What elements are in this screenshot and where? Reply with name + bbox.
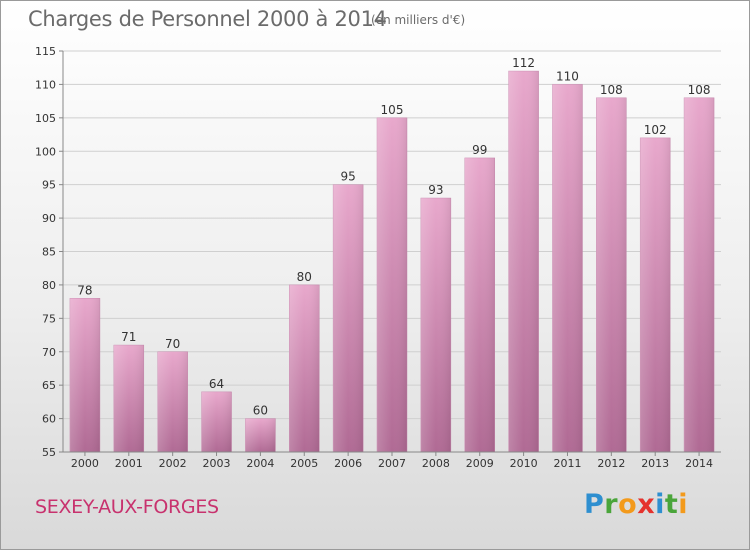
x-tick-label: 2012 (597, 457, 625, 470)
bar-value-label: 70 (165, 337, 180, 351)
bar-value-label: 110 (556, 69, 579, 83)
bar-value-label: 95 (340, 170, 355, 184)
bar-shade (201, 391, 232, 452)
chart-title: Charges de Personnel 2000 à 2014 (28, 7, 387, 31)
bar-value-label: 93 (428, 183, 443, 197)
y-tick-label: 105 (35, 112, 56, 125)
x-tick-label: 2014 (685, 457, 713, 470)
y-tick-label: 115 (35, 45, 56, 58)
y-tick-label: 75 (42, 312, 56, 325)
bar-value-label: 64 (209, 377, 224, 391)
x-tick-label: 2009 (466, 457, 494, 470)
commune-name: SEXEY-AUX-FORGES (35, 496, 219, 518)
bar-shade (552, 84, 583, 453)
bar-shade (289, 284, 320, 452)
bar-value-label: 80 (297, 270, 312, 284)
x-tick-label: 2013 (641, 457, 669, 470)
bar-value-label: 112 (512, 56, 535, 70)
x-tick-label: 2002 (159, 457, 187, 470)
bar-shade (113, 345, 144, 452)
y-tick-label: 95 (42, 179, 56, 192)
bar-shade (377, 117, 407, 452)
bar-shade (684, 97, 715, 453)
logo-letter: i (655, 489, 665, 520)
bar-shade (508, 71, 539, 453)
x-tick-label: 2010 (510, 457, 538, 470)
bar-value-label: 99 (472, 143, 487, 157)
y-tick-label: 80 (42, 279, 56, 292)
logo-letter: o (618, 489, 638, 520)
bar-shade (157, 351, 188, 452)
chart-subtitle: (en milliers d'€) (371, 13, 466, 27)
logo-letter: r (604, 489, 619, 520)
x-tick-label: 2011 (553, 457, 581, 470)
bars (69, 70, 715, 453)
y-tick-label: 55 (42, 446, 56, 459)
logo-letter: P (584, 489, 605, 520)
bar-value-label: 78 (77, 283, 92, 297)
bar-shade (420, 198, 451, 452)
bar-shade (333, 184, 364, 452)
x-tick-label: 2004 (246, 457, 274, 470)
bar-shade (640, 137, 671, 452)
proxiti-logo: Proxiti (584, 489, 688, 520)
bar-shade (596, 97, 627, 453)
y-tick-label: 65 (42, 379, 56, 392)
x-tick-label: 2007 (378, 457, 406, 470)
bar-shade (69, 298, 100, 452)
x-tick-label: 2001 (115, 457, 143, 470)
bar-value-label: 102 (644, 123, 667, 137)
x-tick-label: 2006 (334, 457, 362, 470)
bar-shade (464, 157, 495, 452)
y-tick-label: 70 (42, 346, 56, 359)
bar-value-label: 108 (688, 83, 711, 97)
y-tick-label: 90 (42, 212, 56, 225)
axes: 55 60 65 70 75 80 85 90 95 100 105 110 115 78 2000 71 20… (35, 45, 721, 470)
x-tick-label: 2005 (290, 457, 318, 470)
y-tick-label: 60 (42, 413, 56, 426)
bar-shade (245, 418, 276, 452)
x-tick-label: 2000 (71, 457, 99, 470)
logo-letter: i (678, 489, 689, 520)
y-tick-label: 110 (35, 78, 56, 91)
logo-letter: x (637, 489, 656, 520)
bar-value-label: 105 (381, 103, 404, 117)
bar-value-label: 60 (253, 404, 268, 418)
bar-value-label: 71 (121, 330, 136, 344)
x-tick-label: 2008 (422, 457, 450, 470)
y-tick-label: 100 (35, 145, 56, 158)
logo-letter: t (664, 489, 679, 520)
x-tick-label: 2003 (203, 457, 231, 470)
bar-value-label: 108 (600, 83, 623, 97)
y-tick-label: 85 (42, 246, 56, 259)
